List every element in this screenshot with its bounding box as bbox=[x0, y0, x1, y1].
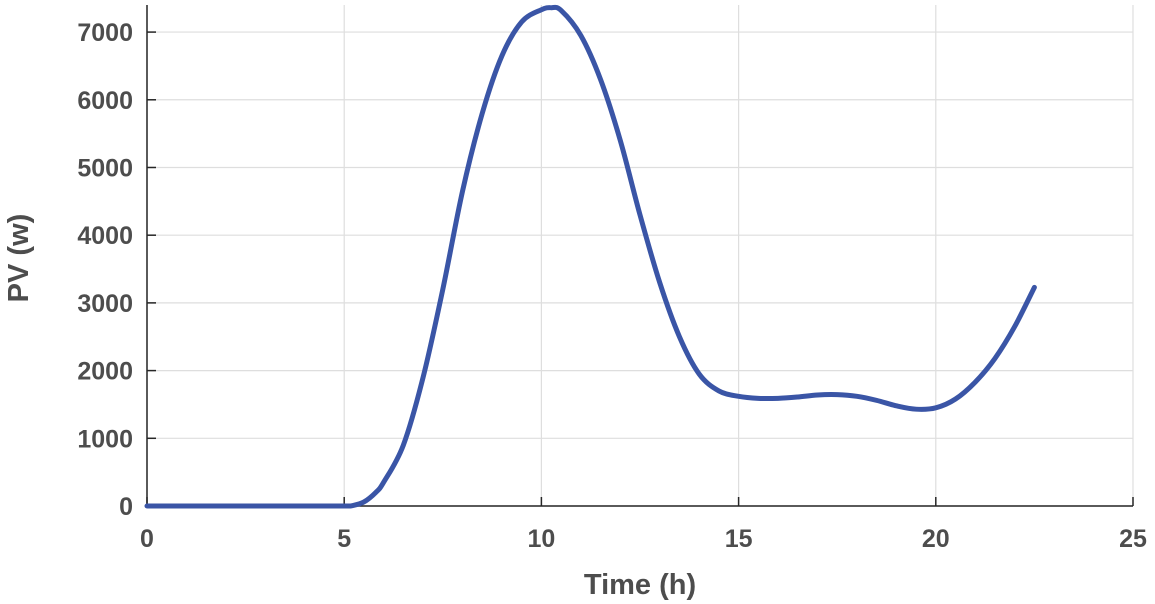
pv-series-line bbox=[144, 4, 1037, 509]
x-axis-label: Time (h) bbox=[584, 569, 696, 601]
y-axis-label: PV (w) bbox=[3, 214, 35, 303]
x-tick-label: 10 bbox=[527, 525, 555, 553]
series-lines bbox=[144, 4, 1037, 509]
y-tick-label: 4000 bbox=[77, 222, 133, 250]
x-tick-label: 0 bbox=[140, 525, 154, 553]
y-tick-label: 1000 bbox=[77, 425, 133, 453]
y-tick-label: 7000 bbox=[77, 19, 133, 47]
x-tick-label: 25 bbox=[1119, 525, 1147, 553]
y-tick-label: 5000 bbox=[77, 154, 133, 182]
y-tick-label: 3000 bbox=[77, 290, 133, 318]
y-tick-label: 6000 bbox=[77, 87, 133, 115]
tick-labels: 0 5 10 15 20 25 0 1000 2000 3000 4000 5000 6000 7000 bbox=[77, 19, 1147, 553]
x-tick-label: 15 bbox=[725, 525, 753, 553]
y-tick-label: 2000 bbox=[77, 358, 133, 386]
axes bbox=[146, 5, 1134, 507]
x-tick-label: 20 bbox=[922, 525, 950, 553]
x-tick-label: 5 bbox=[337, 525, 351, 553]
y-tick-label: 0 bbox=[119, 493, 133, 521]
grid-lines bbox=[146, 5, 1134, 507]
